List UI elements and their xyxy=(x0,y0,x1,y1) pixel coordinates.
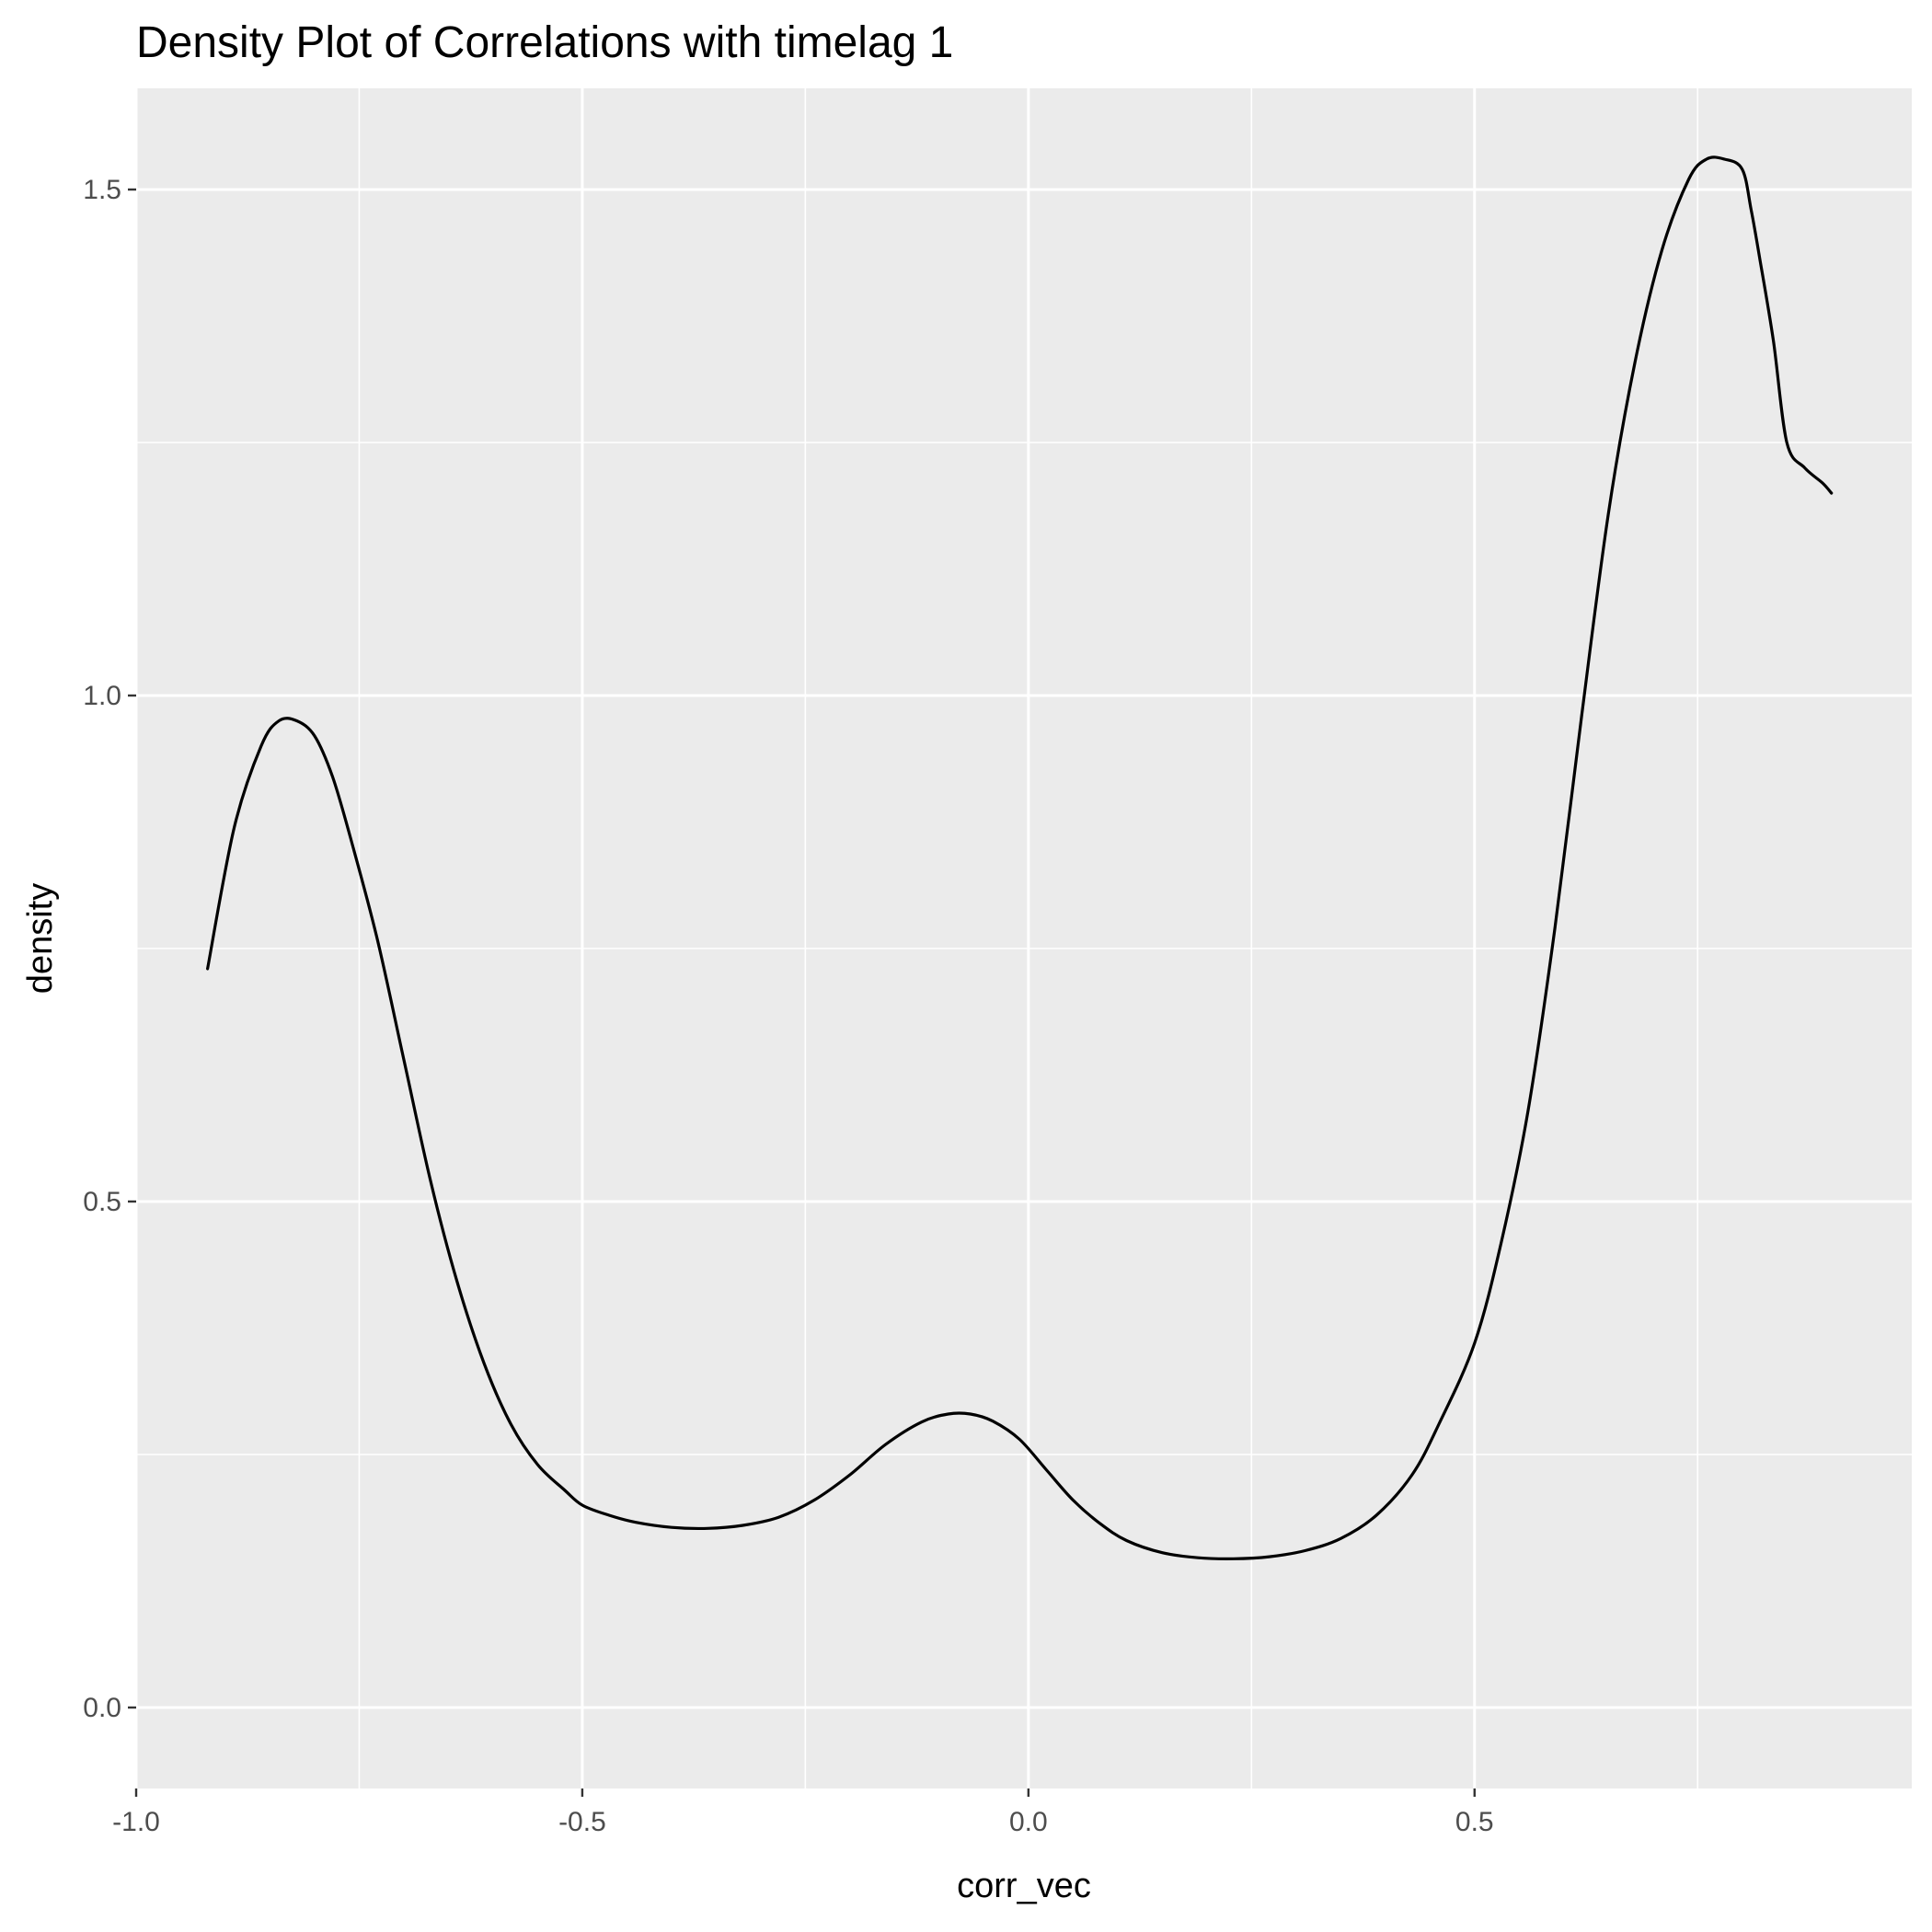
major-gridlines xyxy=(134,88,1912,1788)
plot-panel xyxy=(136,88,1912,1788)
density-curve xyxy=(206,155,1834,1560)
x-axis-title: corr_vec xyxy=(957,1867,1091,1905)
y-tick-label: 0.0 xyxy=(83,1693,121,1723)
y-tick-label: 1.0 xyxy=(83,681,121,711)
y-axis: 0.0 0.5 1.0 1.5 xyxy=(83,175,136,1723)
x-tick-label: 0.0 xyxy=(1009,1807,1048,1837)
y-axis-title: density xyxy=(21,883,60,994)
chart-title: Density Plot of Correlations with timela… xyxy=(136,18,953,67)
y-tick-label: 1.5 xyxy=(83,175,121,205)
x-axis: -1.0 -0.5 0.0 0.5 xyxy=(112,1788,1494,1837)
y-tick-label: 0.5 xyxy=(83,1187,121,1217)
x-tick-label: -1.0 xyxy=(112,1807,160,1837)
x-tick-label: -0.5 xyxy=(558,1807,606,1837)
minor-gridlines xyxy=(136,88,1912,1788)
x-tick-label: 0.5 xyxy=(1455,1807,1494,1837)
